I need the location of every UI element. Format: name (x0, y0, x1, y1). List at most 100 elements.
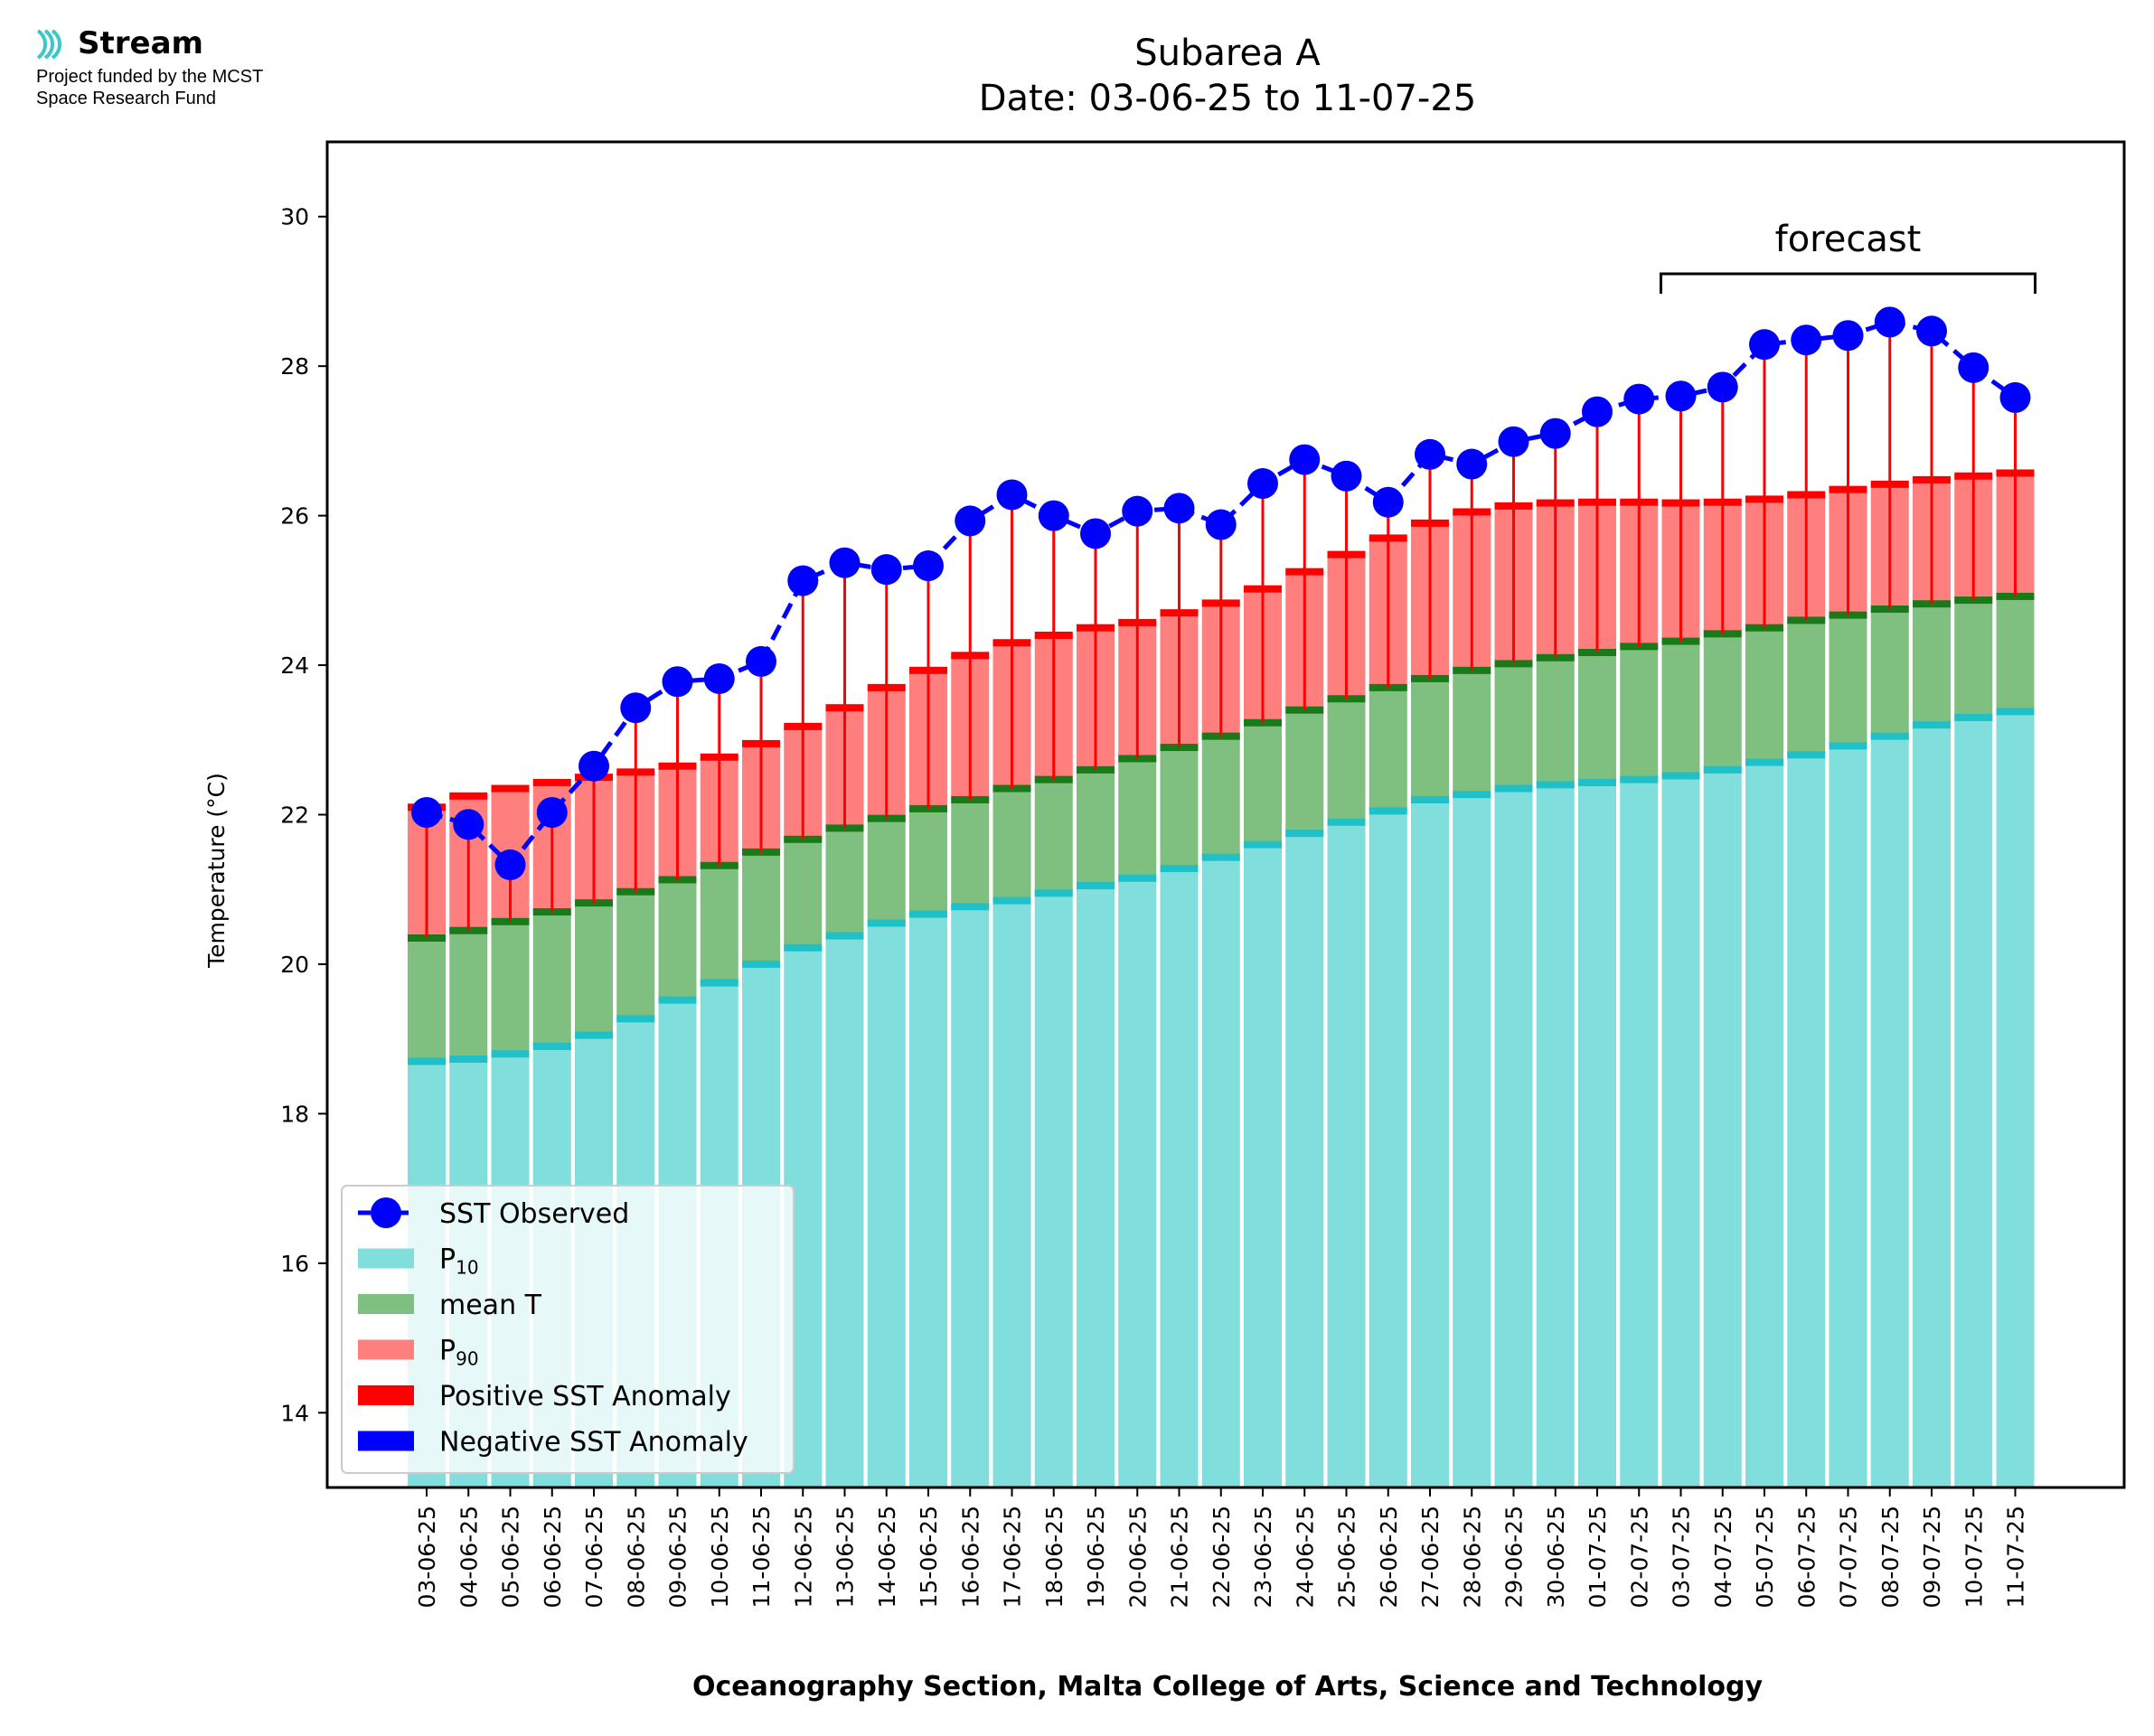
x-axis-label: Oceanography Section, Malta College of A… (692, 1671, 1764, 1703)
logo-brand-name: Stream (78, 25, 203, 61)
observed-point (1623, 383, 1655, 415)
mean-bar (1118, 758, 1157, 878)
observed-point (1958, 352, 1989, 383)
p10-cap (867, 919, 906, 927)
mean-bar (992, 788, 1031, 901)
mean-bar (1787, 620, 1826, 755)
observed-point (1539, 418, 1571, 449)
observed-point (1372, 486, 1404, 518)
mean-bar (1536, 657, 1575, 785)
x-tick-label: 18-06-25 (1041, 1506, 1068, 1608)
p10-cap (1578, 778, 1616, 786)
x-tick-label: 08-07-25 (1877, 1506, 1904, 1608)
x-tick-label: 30-06-25 (1543, 1506, 1569, 1608)
chart-subtitle: Date: 03-06-25 to 11-07-25 (979, 78, 1477, 119)
observed-point (1038, 500, 1069, 531)
p10-cap (575, 1031, 613, 1039)
x-tick-label: 03-06-25 (414, 1506, 440, 1608)
observed-point (1247, 468, 1278, 500)
mean-bar (1661, 641, 1700, 776)
p10-cap (784, 943, 823, 952)
x-tick-label: 06-06-25 (540, 1506, 566, 1608)
x-tick-label: 15-06-25 (916, 1506, 942, 1608)
mean-bar (532, 912, 571, 1046)
legend-negative-anomaly-label: Negative SST Anomaly (439, 1427, 748, 1459)
mean-bar (1913, 604, 1951, 726)
p10-cap (1244, 840, 1282, 849)
mean-bar (909, 808, 947, 915)
y-axis-label: Temperature (°C) (203, 773, 230, 969)
p10-bar (909, 914, 947, 1487)
observed-point (870, 554, 902, 586)
observed-point (411, 797, 442, 829)
forecast-bracket (1660, 272, 2036, 294)
p10-bar (1703, 769, 1742, 1487)
mean-bar (825, 828, 864, 936)
x-tick-label: 22-06-25 (1209, 1506, 1235, 1608)
observed-point (453, 809, 484, 840)
p10-bar (1954, 717, 1993, 1487)
p10-cap (1829, 742, 1867, 750)
p10-cap (1703, 765, 1742, 774)
mean-bar (1327, 699, 1366, 822)
legend-observed-marker (371, 1197, 401, 1228)
x-tick-label: 29-06-25 (1501, 1506, 1528, 1608)
legend-box (341, 1185, 795, 1474)
mean-bar (1369, 687, 1407, 812)
x-tick-label: 26-06-25 (1376, 1506, 1402, 1608)
observed-point (1163, 493, 1195, 524)
p10-bar (1034, 893, 1073, 1487)
mean-bar (1578, 652, 1616, 783)
x-tick-label: 13-06-25 (832, 1506, 859, 1608)
p10-bar (1913, 725, 1951, 1487)
p10-cap (532, 1042, 571, 1050)
mean-bar (1870, 609, 1909, 737)
observed-point (1456, 448, 1488, 480)
observed-point (746, 645, 776, 677)
x-tick-label: 16-06-25 (957, 1506, 983, 1608)
p10-cap (1369, 807, 1407, 815)
observed-point (955, 505, 986, 537)
p10-cap (1913, 721, 1951, 729)
x-tick-label: 23-06-25 (1250, 1506, 1276, 1608)
observed-point (829, 547, 861, 578)
observed-point (1665, 380, 1697, 412)
observed-point (1498, 426, 1529, 457)
x-tick-label: 19-06-25 (1083, 1506, 1109, 1608)
p10-bar (1870, 736, 1909, 1487)
mean-bar (1620, 646, 1659, 780)
y-tick-label: 20 (280, 952, 309, 978)
anomaly-stem-layer (425, 322, 2017, 938)
mean-bar (1996, 596, 2035, 712)
p10-bar (1201, 857, 1240, 1487)
mean-bar (1160, 747, 1199, 869)
mean-bar (1285, 709, 1324, 834)
observed-point (1999, 381, 2031, 413)
x-tick-label: 11-07-25 (2003, 1506, 2029, 1608)
p10-bar (1077, 886, 1115, 1487)
legend-p10-swatch (358, 1248, 414, 1269)
p10-cap (449, 1056, 488, 1064)
x-tick-label: 11-06-25 (748, 1506, 775, 1608)
p10-cap (1453, 791, 1491, 799)
x-tick-label: 08-06-25 (623, 1506, 649, 1608)
p10-bar (1661, 775, 1700, 1487)
mean-bar (408, 937, 446, 1062)
observed-point (1791, 324, 1822, 356)
y-tick-label: 14 (280, 1400, 309, 1426)
logo-funding-line-2: Space Research Fund (36, 89, 217, 108)
observed-point (494, 849, 526, 880)
y-tick-label: 28 (280, 353, 309, 380)
observed-point (996, 479, 1028, 511)
observed-point (1707, 371, 1738, 403)
p10-bar (992, 900, 1031, 1487)
p10-bar (1285, 833, 1324, 1487)
p10-cap (1620, 775, 1659, 784)
p90-cap (449, 792, 488, 800)
x-tick-label: 12-06-25 (790, 1506, 816, 1608)
p10-cap (1160, 865, 1199, 873)
observed-point (1874, 306, 1905, 338)
observed-point (1122, 495, 1153, 527)
mean-bar (1077, 769, 1115, 887)
